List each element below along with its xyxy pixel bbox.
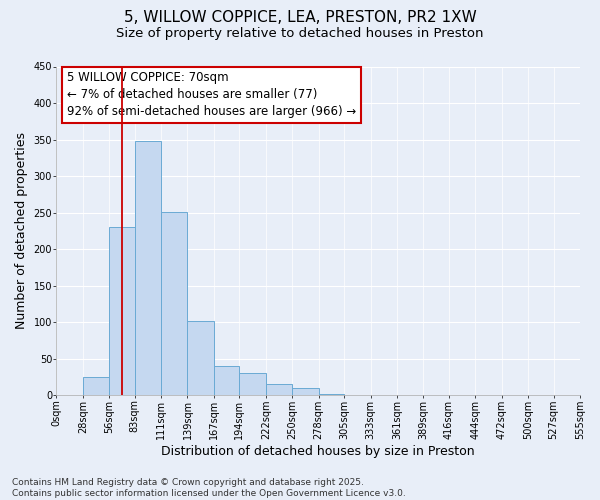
Bar bbox=[187, 322, 214, 396]
Y-axis label: Number of detached properties: Number of detached properties bbox=[15, 132, 28, 330]
Text: Contains HM Land Registry data © Crown copyright and database right 2025.
Contai: Contains HM Land Registry data © Crown c… bbox=[12, 478, 406, 498]
Bar bbox=[83, 377, 109, 396]
Bar bbox=[292, 388, 319, 396]
X-axis label: Distribution of detached houses by size in Preston: Distribution of detached houses by size … bbox=[161, 444, 475, 458]
Bar bbox=[266, 384, 292, 396]
Text: Size of property relative to detached houses in Preston: Size of property relative to detached ho… bbox=[116, 28, 484, 40]
Bar bbox=[344, 394, 371, 396]
Bar bbox=[161, 212, 187, 396]
Bar bbox=[134, 141, 161, 396]
Bar bbox=[109, 227, 134, 396]
Bar bbox=[239, 374, 266, 396]
Text: 5 WILLOW COPPICE: 70sqm
← 7% of detached houses are smaller (77)
92% of semi-det: 5 WILLOW COPPICE: 70sqm ← 7% of detached… bbox=[67, 72, 356, 118]
Bar bbox=[214, 366, 239, 396]
Bar bbox=[319, 394, 344, 396]
Text: 5, WILLOW COPPICE, LEA, PRESTON, PR2 1XW: 5, WILLOW COPPICE, LEA, PRESTON, PR2 1XW bbox=[124, 10, 476, 25]
